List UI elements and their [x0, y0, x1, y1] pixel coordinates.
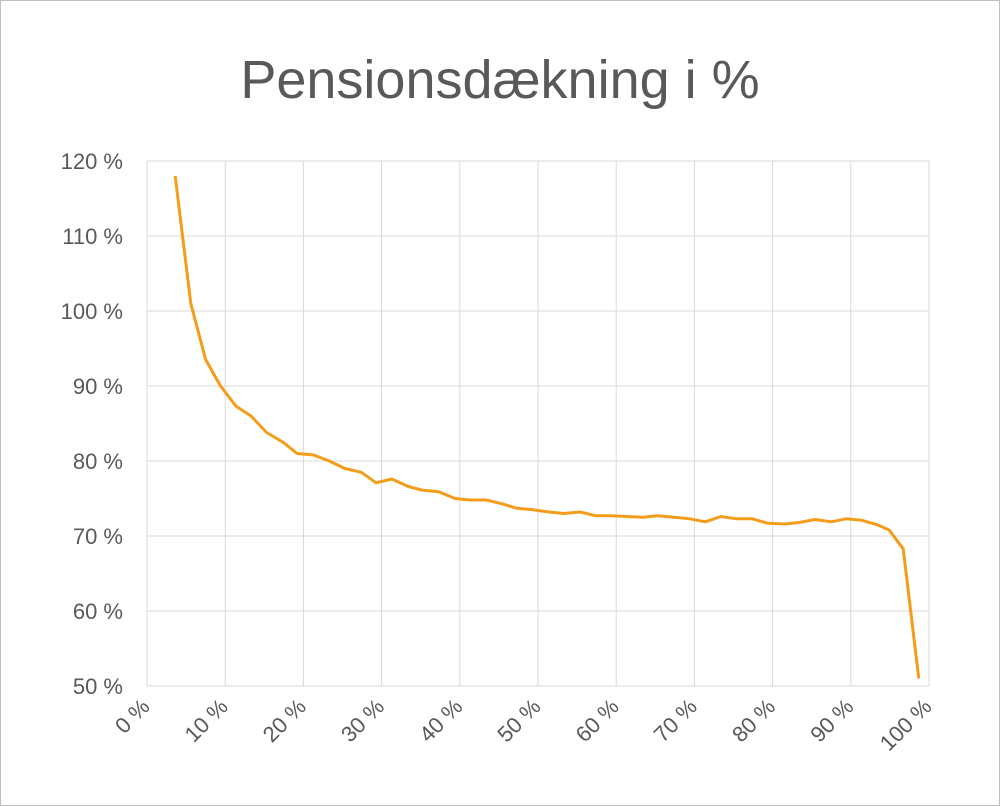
data-line — [173, 175, 921, 679]
y-tick-label: 120 % — [61, 149, 123, 174]
y-tick-label: 80 % — [73, 449, 123, 474]
y-tick-label: 60 % — [73, 599, 123, 624]
chart-title: Pensionsdækning i % — [240, 50, 759, 110]
y-tick-label: 70 % — [73, 524, 123, 549]
y-tick-label: 90 % — [73, 374, 123, 399]
y-tick-label: 100 % — [61, 299, 123, 324]
y-tick-label: 110 % — [62, 224, 123, 249]
y-tick-label: 50 % — [73, 674, 123, 699]
